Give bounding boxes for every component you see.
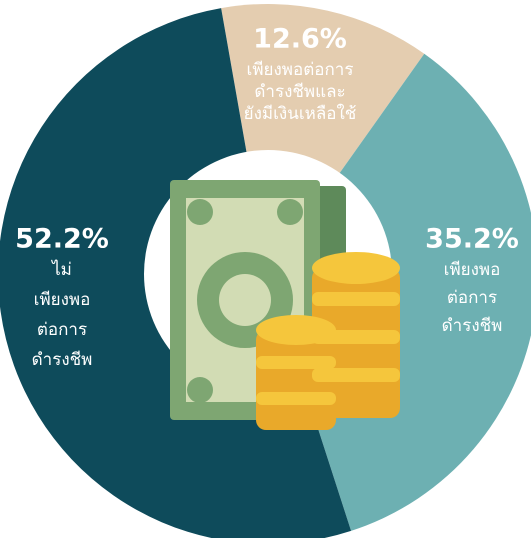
category-label: เพียงพอ (34, 290, 91, 310)
category-label: ไม่ (50, 259, 72, 280)
labels: 12.6%เพียงพอต่อการดำรงชีพและยังมีเงินเหล… (15, 24, 519, 371)
category-label: ต่อการ (37, 320, 87, 340)
category-label: ดำรงชีพ (442, 316, 503, 336)
category-label: ดำรงชีพ (32, 350, 93, 370)
category-label: ต่อการ (447, 288, 497, 308)
value-label: 12.6% (253, 24, 347, 55)
value-label: 52.2% (15, 224, 109, 255)
category-label: เพียงพอ (444, 260, 501, 280)
category-label: เพียงพอต่อการ (247, 60, 354, 80)
value-label: 35.2% (425, 224, 519, 255)
category-label: ยังมีเงินเหลือใช้ (244, 103, 357, 124)
money-illustration (170, 180, 400, 430)
category-label: ดำรงชีพและ (254, 82, 345, 102)
